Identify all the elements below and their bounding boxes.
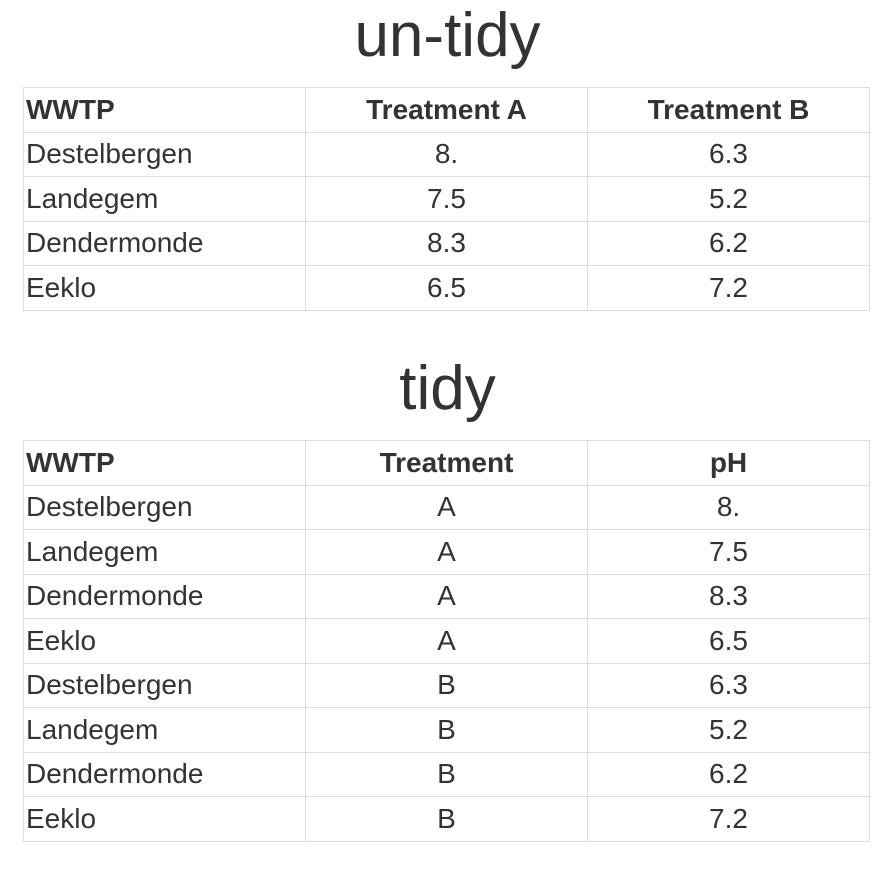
header-treatment-a: Treatment A [305, 87, 588, 133]
table-row: Eeklo B 7.2 [23, 796, 870, 842]
cell-treatment-b: 5.2 [587, 176, 870, 222]
untidy-table: WWTP Treatment A Treatment B Destelberge… [23, 87, 870, 311]
table-row: Landegem A 7.5 [23, 529, 870, 575]
cell-treatment: B [305, 796, 588, 842]
table-row: Dendermonde 8.3 6.2 [23, 220, 870, 266]
cell-ph: 6.3 [587, 662, 870, 708]
cell-ph: 5.2 [587, 707, 870, 753]
cell-ph: 7.2 [587, 796, 870, 842]
cell-ph: 6.5 [587, 618, 870, 664]
cell-ph: 8.3 [587, 573, 870, 619]
cell-treatment: B [305, 662, 588, 708]
cell-ph: 6.2 [587, 751, 870, 797]
cell-wwtp: Eeklo [23, 265, 306, 311]
tidy-table: WWTP Treatment pH Destelbergen A 8. Land… [23, 440, 870, 842]
header-wwtp: WWTP [23, 440, 306, 486]
cell-treatment: A [305, 618, 588, 664]
table-row: Destelbergen A 8. [23, 484, 870, 530]
cell-wwtp: Landegem [23, 529, 306, 575]
cell-treatment: B [305, 751, 588, 797]
cell-treatment: A [305, 484, 588, 530]
cell-ph: 7.5 [587, 529, 870, 575]
table-row: Dendermonde A 8.3 [23, 573, 870, 619]
cell-treatment-b: 6.2 [587, 220, 870, 266]
cell-wwtp: Eeklo [23, 618, 306, 664]
table-row: Destelbergen 8. 6.3 [23, 131, 870, 177]
header-ph: pH [587, 440, 870, 486]
cell-treatment-a: 8.3 [305, 220, 588, 266]
table-row: Landegem B 5.2 [23, 707, 870, 753]
cell-wwtp: Dendermonde [23, 751, 306, 797]
untidy-title: un-tidy [354, 1, 541, 70]
cell-treatment: A [305, 573, 588, 619]
cell-treatment-b: 6.3 [587, 131, 870, 177]
cell-treatment-b: 7.2 [587, 265, 870, 311]
table-header-row: WWTP Treatment pH [23, 440, 870, 486]
cell-wwtp: Eeklo [23, 796, 306, 842]
tidy-title: tidy [399, 354, 496, 423]
header-treatment-b: Treatment B [587, 87, 870, 133]
cell-ph: 8. [587, 484, 870, 530]
header-wwtp: WWTP [23, 87, 306, 133]
table-row: Eeklo A 6.5 [23, 618, 870, 664]
table-row: Dendermonde B 6.2 [23, 751, 870, 797]
cell-treatment-a: 6.5 [305, 265, 588, 311]
cell-treatment: B [305, 707, 588, 753]
table-header-row: WWTP Treatment A Treatment B [23, 87, 870, 133]
cell-treatment-a: 7.5 [305, 176, 588, 222]
cell-treatment: A [305, 529, 588, 575]
table-row: Destelbergen B 6.3 [23, 662, 870, 708]
cell-wwtp: Destelbergen [23, 131, 306, 177]
cell-wwtp: Dendermonde [23, 220, 306, 266]
table-row: Eeklo 6.5 7.2 [23, 265, 870, 311]
cell-wwtp: Destelbergen [23, 484, 306, 530]
cell-wwtp: Destelbergen [23, 662, 306, 708]
cell-wwtp: Landegem [23, 707, 306, 753]
cell-wwtp: Dendermonde [23, 573, 306, 619]
table-row: Landegem 7.5 5.2 [23, 176, 870, 222]
header-treatment: Treatment [305, 440, 588, 486]
cell-wwtp: Landegem [23, 176, 306, 222]
cell-treatment-a: 8. [305, 131, 588, 177]
